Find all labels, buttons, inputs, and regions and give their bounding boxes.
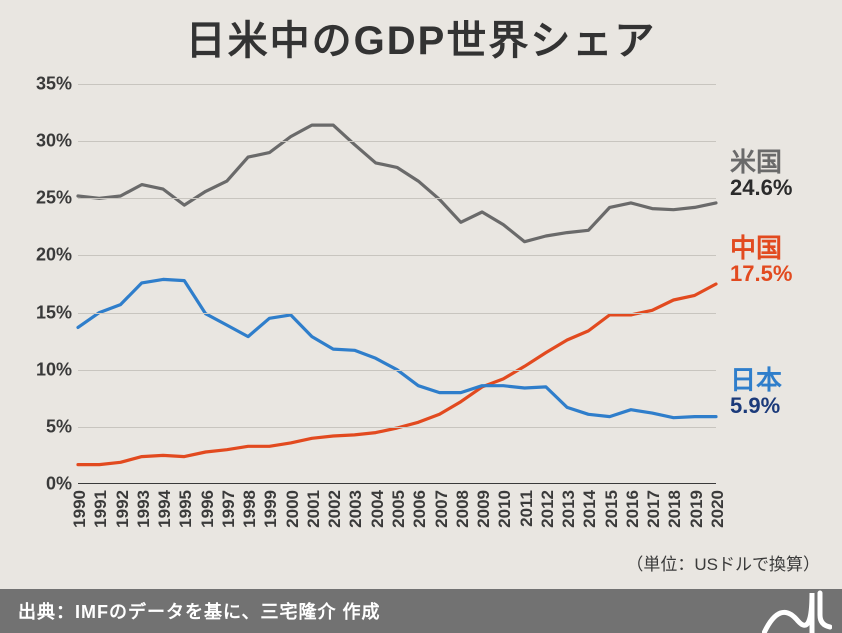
x-tick-label: 2007 xyxy=(432,490,452,528)
grid-line xyxy=(78,198,716,199)
y-tick-label: 20% xyxy=(36,245,72,266)
y-tick-label: 0% xyxy=(46,474,72,495)
x-tick-label: 2002 xyxy=(325,490,345,528)
unit-note: （単位：USドルで換算） xyxy=(626,550,820,575)
series-end-value-usa: 24.6% xyxy=(730,175,792,201)
x-tick-label: 2001 xyxy=(304,490,324,528)
series-end-value-china: 17.5% xyxy=(730,261,792,287)
grid-line xyxy=(78,313,716,314)
line-series-svg xyxy=(78,84,716,484)
x-tick-label: 1993 xyxy=(134,490,154,528)
x-tick-label: 2009 xyxy=(474,490,494,528)
series-line-china xyxy=(78,284,716,465)
chart-title: 日米中のGDP世界シェア xyxy=(0,8,842,66)
x-tick-label: 2013 xyxy=(559,490,579,528)
series-line-usa xyxy=(78,125,716,242)
x-tick-label: 2018 xyxy=(665,490,685,528)
x-tick-label: 2019 xyxy=(687,490,707,528)
series-label-japan: 日本 xyxy=(730,360,782,397)
source-text: 出典：IMFのデータを基に、三宅隆介 作成 xyxy=(18,598,380,624)
source-footer: 出典：IMFのデータを基に、三宅隆介 作成 xyxy=(0,589,842,633)
series-line-japan xyxy=(78,279,716,417)
grid-line xyxy=(78,427,716,428)
x-tick-label: 2010 xyxy=(495,490,515,528)
logo-icon xyxy=(762,589,832,633)
x-tick-label: 2020 xyxy=(708,490,728,528)
plot-area: 0%5%10%15%20%25%30%35%199019911992199319… xyxy=(78,84,716,484)
x-tick-label: 1994 xyxy=(155,490,175,528)
x-tick-label: 2015 xyxy=(602,490,622,528)
x-tick-label: 2005 xyxy=(389,490,409,528)
grid-line xyxy=(78,370,716,371)
x-axis-line xyxy=(78,483,716,484)
y-tick-label: 35% xyxy=(36,74,72,95)
y-tick-label: 15% xyxy=(36,302,72,323)
grid-line xyxy=(78,84,716,85)
x-tick-label: 1990 xyxy=(70,490,90,528)
x-tick-label: 1996 xyxy=(198,490,218,528)
x-tick-label: 2014 xyxy=(580,490,600,528)
y-tick-label: 10% xyxy=(36,359,72,380)
x-tick-label: 2017 xyxy=(644,490,664,528)
x-tick-label: 1998 xyxy=(240,490,260,528)
x-tick-label: 1997 xyxy=(219,490,239,528)
y-tick-label: 25% xyxy=(36,188,72,209)
grid-line xyxy=(78,141,716,142)
y-tick-label: 5% xyxy=(46,416,72,437)
series-label-usa: 米国 xyxy=(730,142,782,179)
x-tick-label: 2004 xyxy=(368,490,388,528)
x-tick-label: 1999 xyxy=(261,490,281,528)
grid-line xyxy=(78,255,716,256)
x-tick-label: 1992 xyxy=(113,490,133,528)
x-tick-label: 2000 xyxy=(283,490,303,528)
y-tick-label: 30% xyxy=(36,131,72,152)
x-tick-label: 2006 xyxy=(410,490,430,528)
x-tick-label: 2011 xyxy=(517,490,537,527)
x-tick-label: 2016 xyxy=(623,490,643,528)
series-end-value-japan: 5.9% xyxy=(730,393,780,419)
chart-panel: 日米中のGDP世界シェア 0%5%10%15%20%25%30%35%19901… xyxy=(0,0,842,589)
x-tick-label: 1995 xyxy=(176,490,196,528)
x-tick-label: 2012 xyxy=(538,490,558,528)
x-tick-label: 2003 xyxy=(346,490,366,528)
x-tick-label: 2008 xyxy=(453,490,473,528)
x-tick-label: 1991 xyxy=(91,490,111,528)
series-label-china: 中国 xyxy=(730,228,782,265)
